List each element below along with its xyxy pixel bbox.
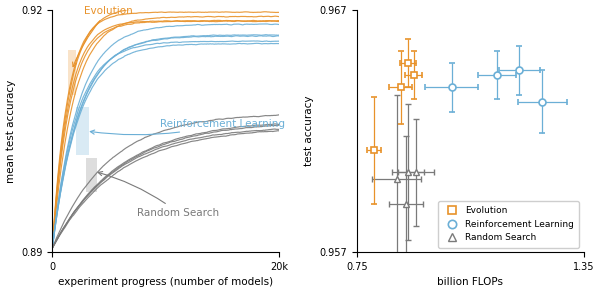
X-axis label: billion FLOPs: billion FLOPs bbox=[437, 277, 503, 287]
Bar bbox=[68, 50, 76, 95]
Y-axis label: test accuracy: test accuracy bbox=[304, 96, 314, 166]
Bar bbox=[76, 107, 89, 155]
X-axis label: experiment progress (number of models): experiment progress (number of models) bbox=[58, 277, 273, 287]
Text: Random Search: Random Search bbox=[98, 171, 220, 218]
Legend: Evolution, Reinforcement Learning, Random Search: Evolution, Reinforcement Learning, Rando… bbox=[438, 201, 579, 248]
Bar bbox=[86, 158, 97, 192]
Text: Reinforcement Learning: Reinforcement Learning bbox=[91, 119, 285, 135]
Text: Evolution: Evolution bbox=[73, 6, 133, 67]
Y-axis label: mean test accuracy: mean test accuracy bbox=[5, 79, 16, 183]
